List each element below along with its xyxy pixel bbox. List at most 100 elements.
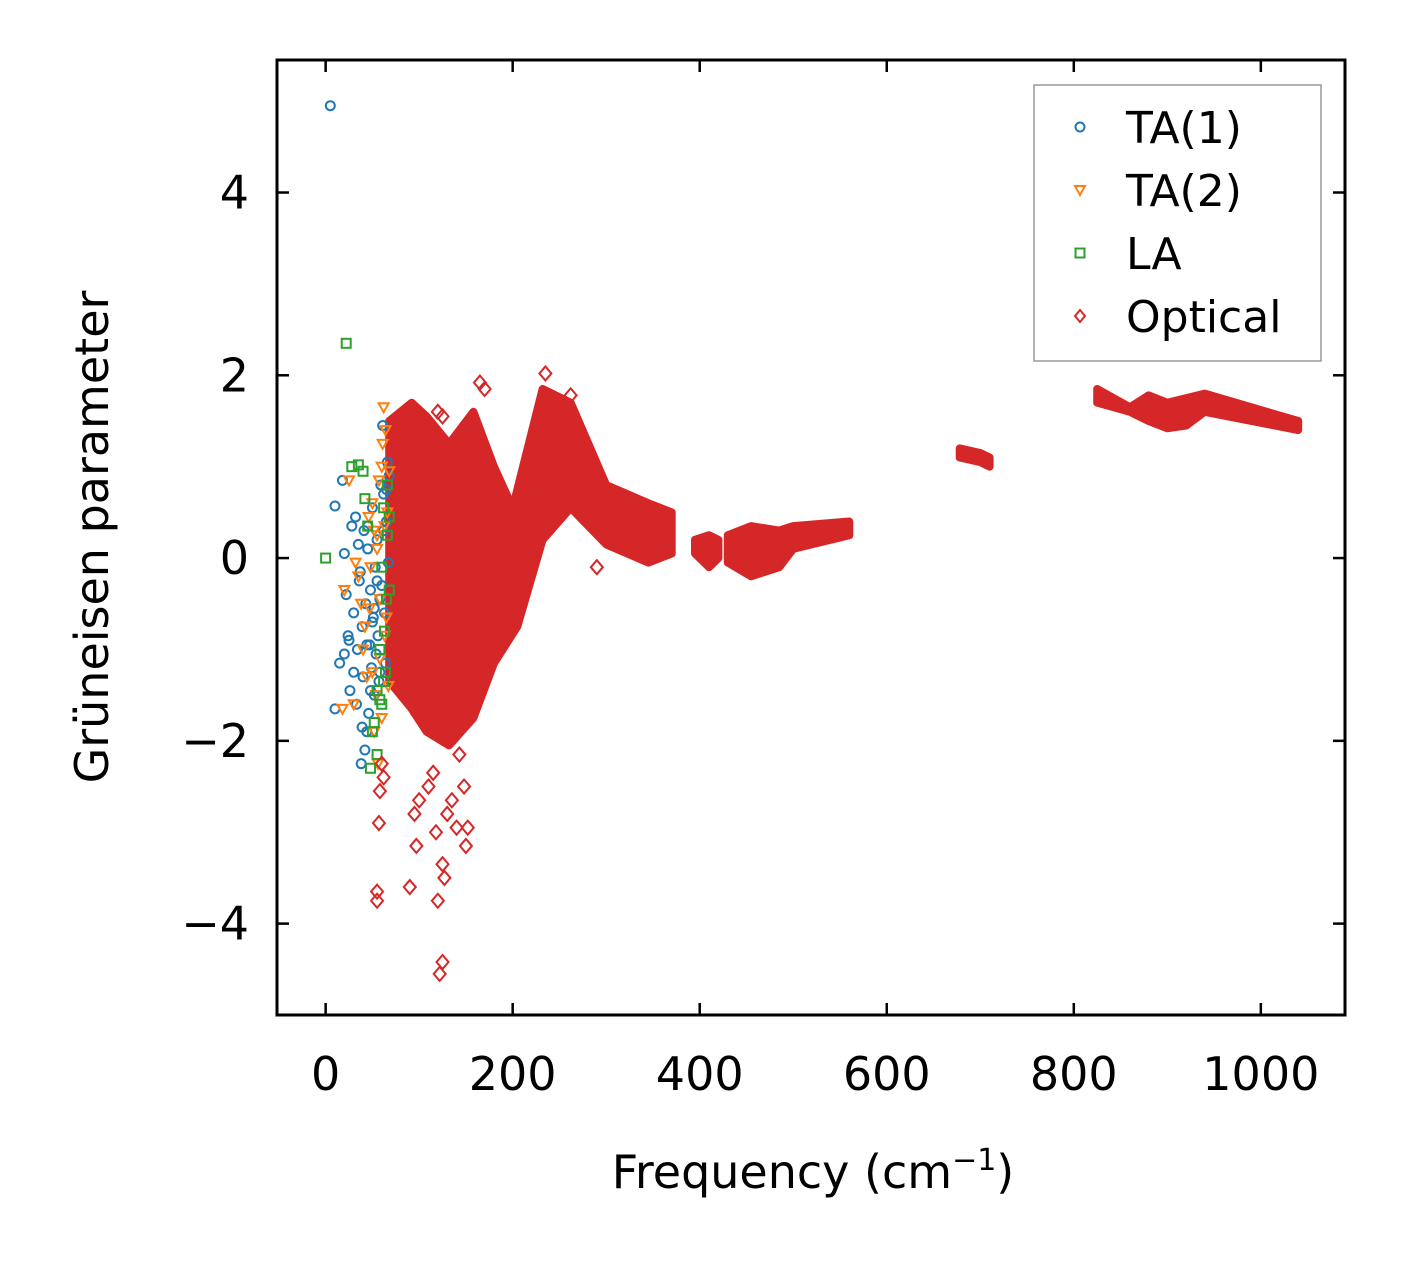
data-point	[348, 557, 363, 570]
data-point	[348, 607, 360, 619]
data-point	[372, 782, 388, 800]
data-point	[371, 814, 387, 832]
data-point	[409, 837, 424, 855]
data-point	[342, 630, 354, 642]
axes-frame	[275, 58, 1347, 1017]
x-tick-label: 400	[656, 1047, 744, 1101]
optical-dense-regions	[385, 385, 1303, 750]
x-tick-label: 800	[1030, 1047, 1118, 1101]
data-point	[376, 698, 388, 710]
data-point	[382, 466, 396, 479]
data-point	[435, 407, 450, 425]
legend-marker	[1074, 247, 1086, 259]
data-point	[363, 707, 375, 719]
data-point	[407, 805, 422, 823]
data-point	[340, 337, 352, 349]
data-point	[477, 380, 492, 398]
data-point	[362, 603, 377, 616]
legend: TA(1) TA(2) LA Optical	[1033, 84, 1322, 362]
data-point	[344, 685, 356, 697]
y-tick-label: −4	[181, 897, 249, 951]
data-point	[343, 634, 355, 646]
data-point	[369, 883, 385, 901]
data-point	[346, 461, 358, 473]
data-point	[355, 758, 367, 770]
data-point	[371, 749, 383, 761]
data-point	[381, 529, 393, 541]
data-point	[359, 744, 371, 756]
data-point	[360, 671, 374, 684]
data-point	[350, 511, 362, 523]
y-tick-label: 2	[220, 348, 249, 402]
data-point	[351, 571, 366, 584]
axis-ticks: 0 200 400 600 800 1000 −4 −2 0 2 4	[181, 60, 1345, 1101]
data-point	[346, 520, 358, 532]
data-point	[320, 552, 332, 564]
data-point	[439, 805, 455, 823]
data-point	[411, 791, 427, 809]
data-point	[435, 953, 450, 971]
optical-region-0	[385, 385, 676, 750]
data-point	[348, 666, 360, 678]
data-point	[458, 837, 474, 855]
data-point	[449, 819, 464, 837]
data-point	[337, 585, 352, 598]
data-point	[402, 878, 418, 896]
data-point	[563, 386, 578, 404]
data-point	[378, 425, 393, 438]
data-point	[421, 777, 436, 796]
data-point	[376, 768, 391, 786]
data-point	[376, 561, 388, 573]
data-point	[371, 575, 383, 587]
data-point	[368, 717, 380, 729]
optical-region-1	[691, 531, 723, 572]
data-point	[356, 721, 368, 733]
x-tick-label: 200	[469, 1047, 557, 1101]
optical-region-2	[723, 517, 854, 581]
data-point	[437, 869, 452, 887]
data-point	[460, 819, 476, 837]
data-point	[335, 703, 350, 716]
legend-label: Optical	[1126, 292, 1281, 343]
data-point	[359, 493, 371, 505]
data-point	[435, 855, 450, 873]
data-point	[372, 475, 386, 488]
legend-marker	[1074, 121, 1086, 133]
data-point	[379, 666, 391, 678]
data-point	[374, 755, 390, 773]
data-point	[379, 625, 391, 637]
data-point	[365, 667, 380, 680]
legend-marker	[1073, 308, 1087, 324]
data-point	[324, 100, 336, 112]
data-point	[430, 892, 446, 910]
x-tick-label: 1000	[1202, 1047, 1319, 1101]
x-axis-label: Frequency (cm−1)	[612, 1143, 1015, 1199]
data-point	[338, 648, 350, 660]
y-axis-label: Grüneisen parameter	[65, 290, 119, 783]
data-point	[456, 777, 472, 796]
data-point	[425, 764, 441, 782]
y-tick-label: 0	[220, 531, 249, 585]
legend-label: TA(1)	[1125, 103, 1242, 154]
data-point	[383, 584, 395, 596]
data-point	[383, 511, 395, 523]
legend-box	[1033, 84, 1322, 362]
legend-marker	[1073, 185, 1087, 198]
data-point	[358, 621, 372, 634]
x-tick-label: 0	[311, 1047, 340, 1101]
x-axis-label-main: Frequency (cm	[612, 1145, 952, 1199]
data-point	[432, 965, 448, 983]
data-point	[362, 520, 374, 532]
data-point	[365, 762, 377, 774]
data-point	[452, 746, 467, 764]
data-point	[338, 547, 350, 559]
data-point	[428, 823, 444, 841]
data-point	[378, 502, 390, 514]
x-axis-label-superscript: −1	[952, 1143, 996, 1178]
data-point	[589, 558, 605, 576]
data-point	[376, 402, 391, 415]
plot-area	[320, 100, 1303, 983]
data-point	[371, 685, 383, 697]
data-point	[379, 612, 394, 625]
